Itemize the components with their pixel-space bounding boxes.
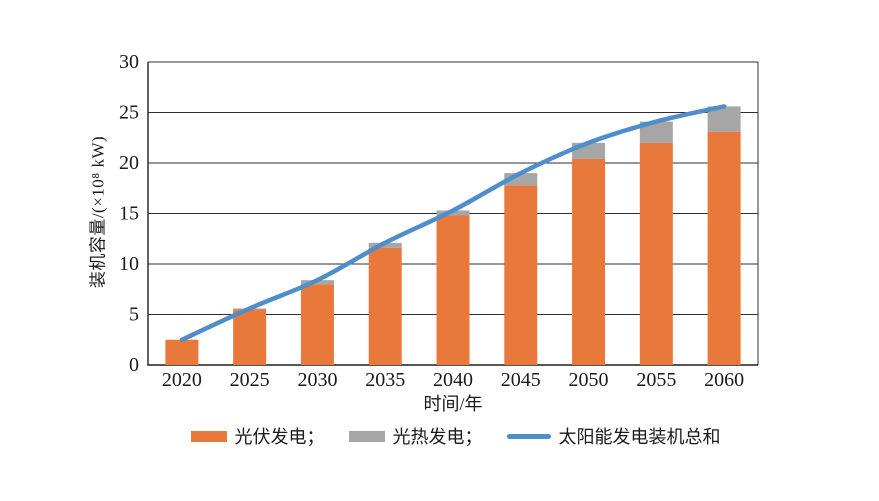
bar-pv-2020: [165, 339, 199, 365]
x-tick-label-2050: 2050: [569, 369, 609, 391]
x-tick-label-2055: 2055: [636, 369, 676, 391]
legend: 光伏发电； 光热发电； 太阳能发电装机总和: [16, 423, 879, 449]
bar-pv-2030: [300, 284, 334, 365]
total-line: [179, 104, 727, 342]
legend-label-total: 太阳能发电装机总和: [558, 427, 721, 447]
x-tick-label-2025: 2025: [230, 369, 270, 391]
y-tick-label-20: 20: [119, 152, 139, 174]
x-tick-label-2020: 2020: [162, 369, 202, 391]
x-axis-title: 时间/年: [423, 394, 483, 414]
y-axis-title: 装机容量/(×10⁸ kW): [88, 135, 108, 289]
y-tick-label-30: 30: [119, 51, 139, 73]
y-tick-label-0: 0: [129, 354, 139, 376]
x-tick-label-2045: 2045: [501, 369, 541, 391]
x-tick-label-2035: 2035: [365, 369, 405, 391]
bar-pv-2050: [572, 158, 606, 365]
bar-pv-2040: [436, 215, 470, 365]
pv-color-swatch: [190, 430, 227, 442]
legend-item-thermal: 光热发电；: [348, 423, 483, 449]
bar-pv-2045: [504, 185, 538, 365]
x-tick-label-2030: 2030: [297, 369, 337, 391]
bar-pv-2055: [639, 142, 673, 365]
bar-thermal-2055: [639, 121, 673, 143]
y-tick-label-5: 5: [129, 304, 139, 326]
y-tick-label-15: 15: [119, 203, 139, 225]
x-tick-label-2060: 2060: [704, 369, 744, 391]
legend-item-total: 太阳能发电装机总和: [506, 423, 721, 449]
legend-label-thermal: 光热发电；: [392, 427, 483, 447]
bar-pv-2060: [707, 131, 741, 365]
bar-pv-2025: [233, 309, 267, 365]
thermal-color-swatch: [348, 430, 385, 442]
legend-label-pv: 光伏发电；: [234, 427, 325, 447]
y-tick-label-25: 25: [119, 102, 139, 124]
total-line-swatch: [506, 433, 551, 439]
bar-pv-2035: [368, 247, 402, 365]
legend-item-pv: 光伏发电；: [190, 423, 325, 449]
y-tick-label-10: 10: [119, 253, 139, 275]
x-tick-label-2040: 2040: [433, 369, 473, 391]
